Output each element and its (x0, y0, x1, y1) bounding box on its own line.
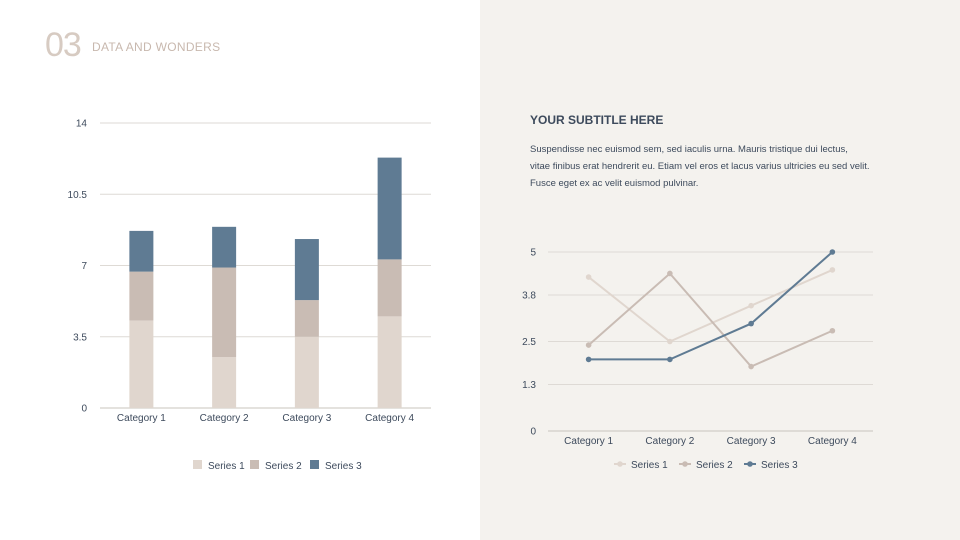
bar-segment-series-1 (212, 357, 237, 408)
bar-segment-series-1 (294, 336, 319, 408)
y-tick-label: 5 (530, 248, 536, 259)
point-series-2 (748, 363, 754, 370)
section-number: 03 (45, 26, 82, 64)
bar-segment-series-2 (377, 259, 402, 317)
x-tick-label: Category 4 (808, 436, 857, 447)
x-tick-label: Category 3 (282, 413, 331, 424)
legend-swatch (193, 460, 202, 469)
bar-segment-series-3 (129, 230, 154, 272)
y-tick-label: 3.5 (73, 332, 87, 343)
body-text: Suspendisse nec euismod sem, sed iaculis… (530, 144, 870, 189)
bar-segment-series-2 (294, 300, 319, 337)
right-panel (480, 0, 960, 540)
legend-marker (617, 461, 623, 467)
y-tick-label: 1.3 (522, 380, 536, 391)
x-tick-label: Category 3 (727, 436, 776, 447)
point-series-1 (667, 338, 673, 345)
subtitle: YOUR SUBTITLE HERE (530, 113, 664, 127)
stacked-bar-chart: 0 3.5 7 10.5 14 Category 1 Category 2 Category … (68, 119, 431, 472)
legend-label: Series 2 (265, 461, 302, 472)
point-series-2 (667, 270, 673, 277)
point-series-2 (829, 327, 836, 334)
y-tick-label: 14 (76, 119, 88, 130)
point-series-3 (748, 320, 754, 327)
point-series-1 (829, 267, 836, 273)
x-tick-label: Category 4 (365, 413, 414, 424)
point-series-3 (829, 249, 836, 255)
point-series-3 (585, 356, 592, 363)
bar-segment-series-3 (294, 239, 319, 301)
x-tick-label: Category 1 (564, 436, 613, 447)
legend-label: Series 3 (761, 460, 798, 471)
legend-swatch (250, 460, 259, 469)
y-tick-label: 0 (530, 427, 536, 438)
x-tick-label: Category 1 (117, 413, 166, 424)
y-tick-label: 10.5 (68, 190, 88, 201)
line-series-2 (587, 272, 833, 368)
y-tick-label: 7 (81, 261, 87, 272)
point-series-3 (667, 356, 673, 363)
legend-label: Series 3 (325, 461, 362, 472)
x-tick-label: Category 2 (200, 413, 249, 424)
x-tick-label: Category 2 (645, 436, 694, 447)
line-series-1 (588, 268, 833, 343)
bar-segment-series-1 (377, 316, 402, 408)
legend-label: Series 1 (208, 461, 245, 472)
line-series-3 (588, 251, 834, 361)
legend-marker (747, 461, 753, 467)
y-tick-label: 2.5 (522, 337, 536, 348)
section-title: DATA AND WONDERS (92, 40, 221, 54)
point-series-1 (748, 302, 754, 309)
bar-segment-series-1 (129, 320, 154, 408)
bar-segment-series-3 (377, 157, 402, 260)
bar-segment-series-2 (129, 271, 154, 321)
y-tick-label: 3.8 (522, 290, 536, 301)
bar-segment-series-2 (212, 267, 237, 358)
legend-swatch (310, 460, 319, 469)
point-series-2 (585, 342, 592, 348)
legend-label: Series 1 (631, 460, 668, 471)
legend-marker (682, 461, 688, 467)
bar-segment-series-3 (212, 226, 237, 268)
y-tick-label: 0 (81, 404, 87, 415)
legend-label: Series 2 (696, 460, 733, 471)
point-series-1 (585, 274, 592, 280)
